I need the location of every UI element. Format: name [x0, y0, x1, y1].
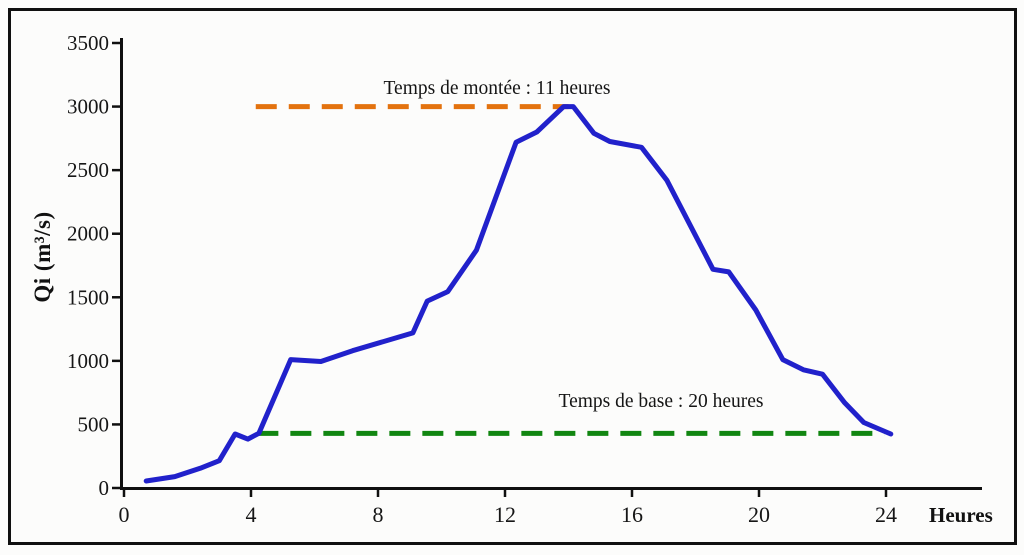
x-tick-label-20: 20 [748, 502, 770, 527]
x-tick-label-8: 8 [373, 502, 384, 527]
x-tick-label-16: 16 [621, 502, 643, 527]
y-axis-title: Qi (m³/s) [30, 211, 55, 303]
y-tick-label-3500: 3500 [67, 31, 109, 55]
x-tick-label-0: 0 [119, 502, 130, 527]
x-tick-label-4: 4 [246, 502, 257, 527]
x-tick-label-24: 24 [875, 502, 897, 527]
series-line-qi [143, 104, 894, 484]
y-tick-label-1500: 1500 [67, 285, 109, 309]
x-tick-label-12: 12 [494, 502, 516, 527]
annotation-temps-de-base: Temps de base : 20 heures [558, 391, 764, 412]
y-tick-label-1000: 1000 [67, 349, 109, 373]
y-tick-label-500: 500 [78, 412, 110, 436]
x-axis-title: Heures [929, 503, 993, 527]
figure-border [8, 8, 1017, 545]
y-tick-label-3000: 3000 [67, 95, 109, 119]
annotation-temps-de-montee: Temps de montée : 11 heures [383, 78, 611, 99]
y-tick-label-0: 0 [99, 476, 110, 500]
y-tick-label-2500: 2500 [67, 158, 109, 182]
y-tick-label-2000: 2000 [67, 222, 109, 246]
